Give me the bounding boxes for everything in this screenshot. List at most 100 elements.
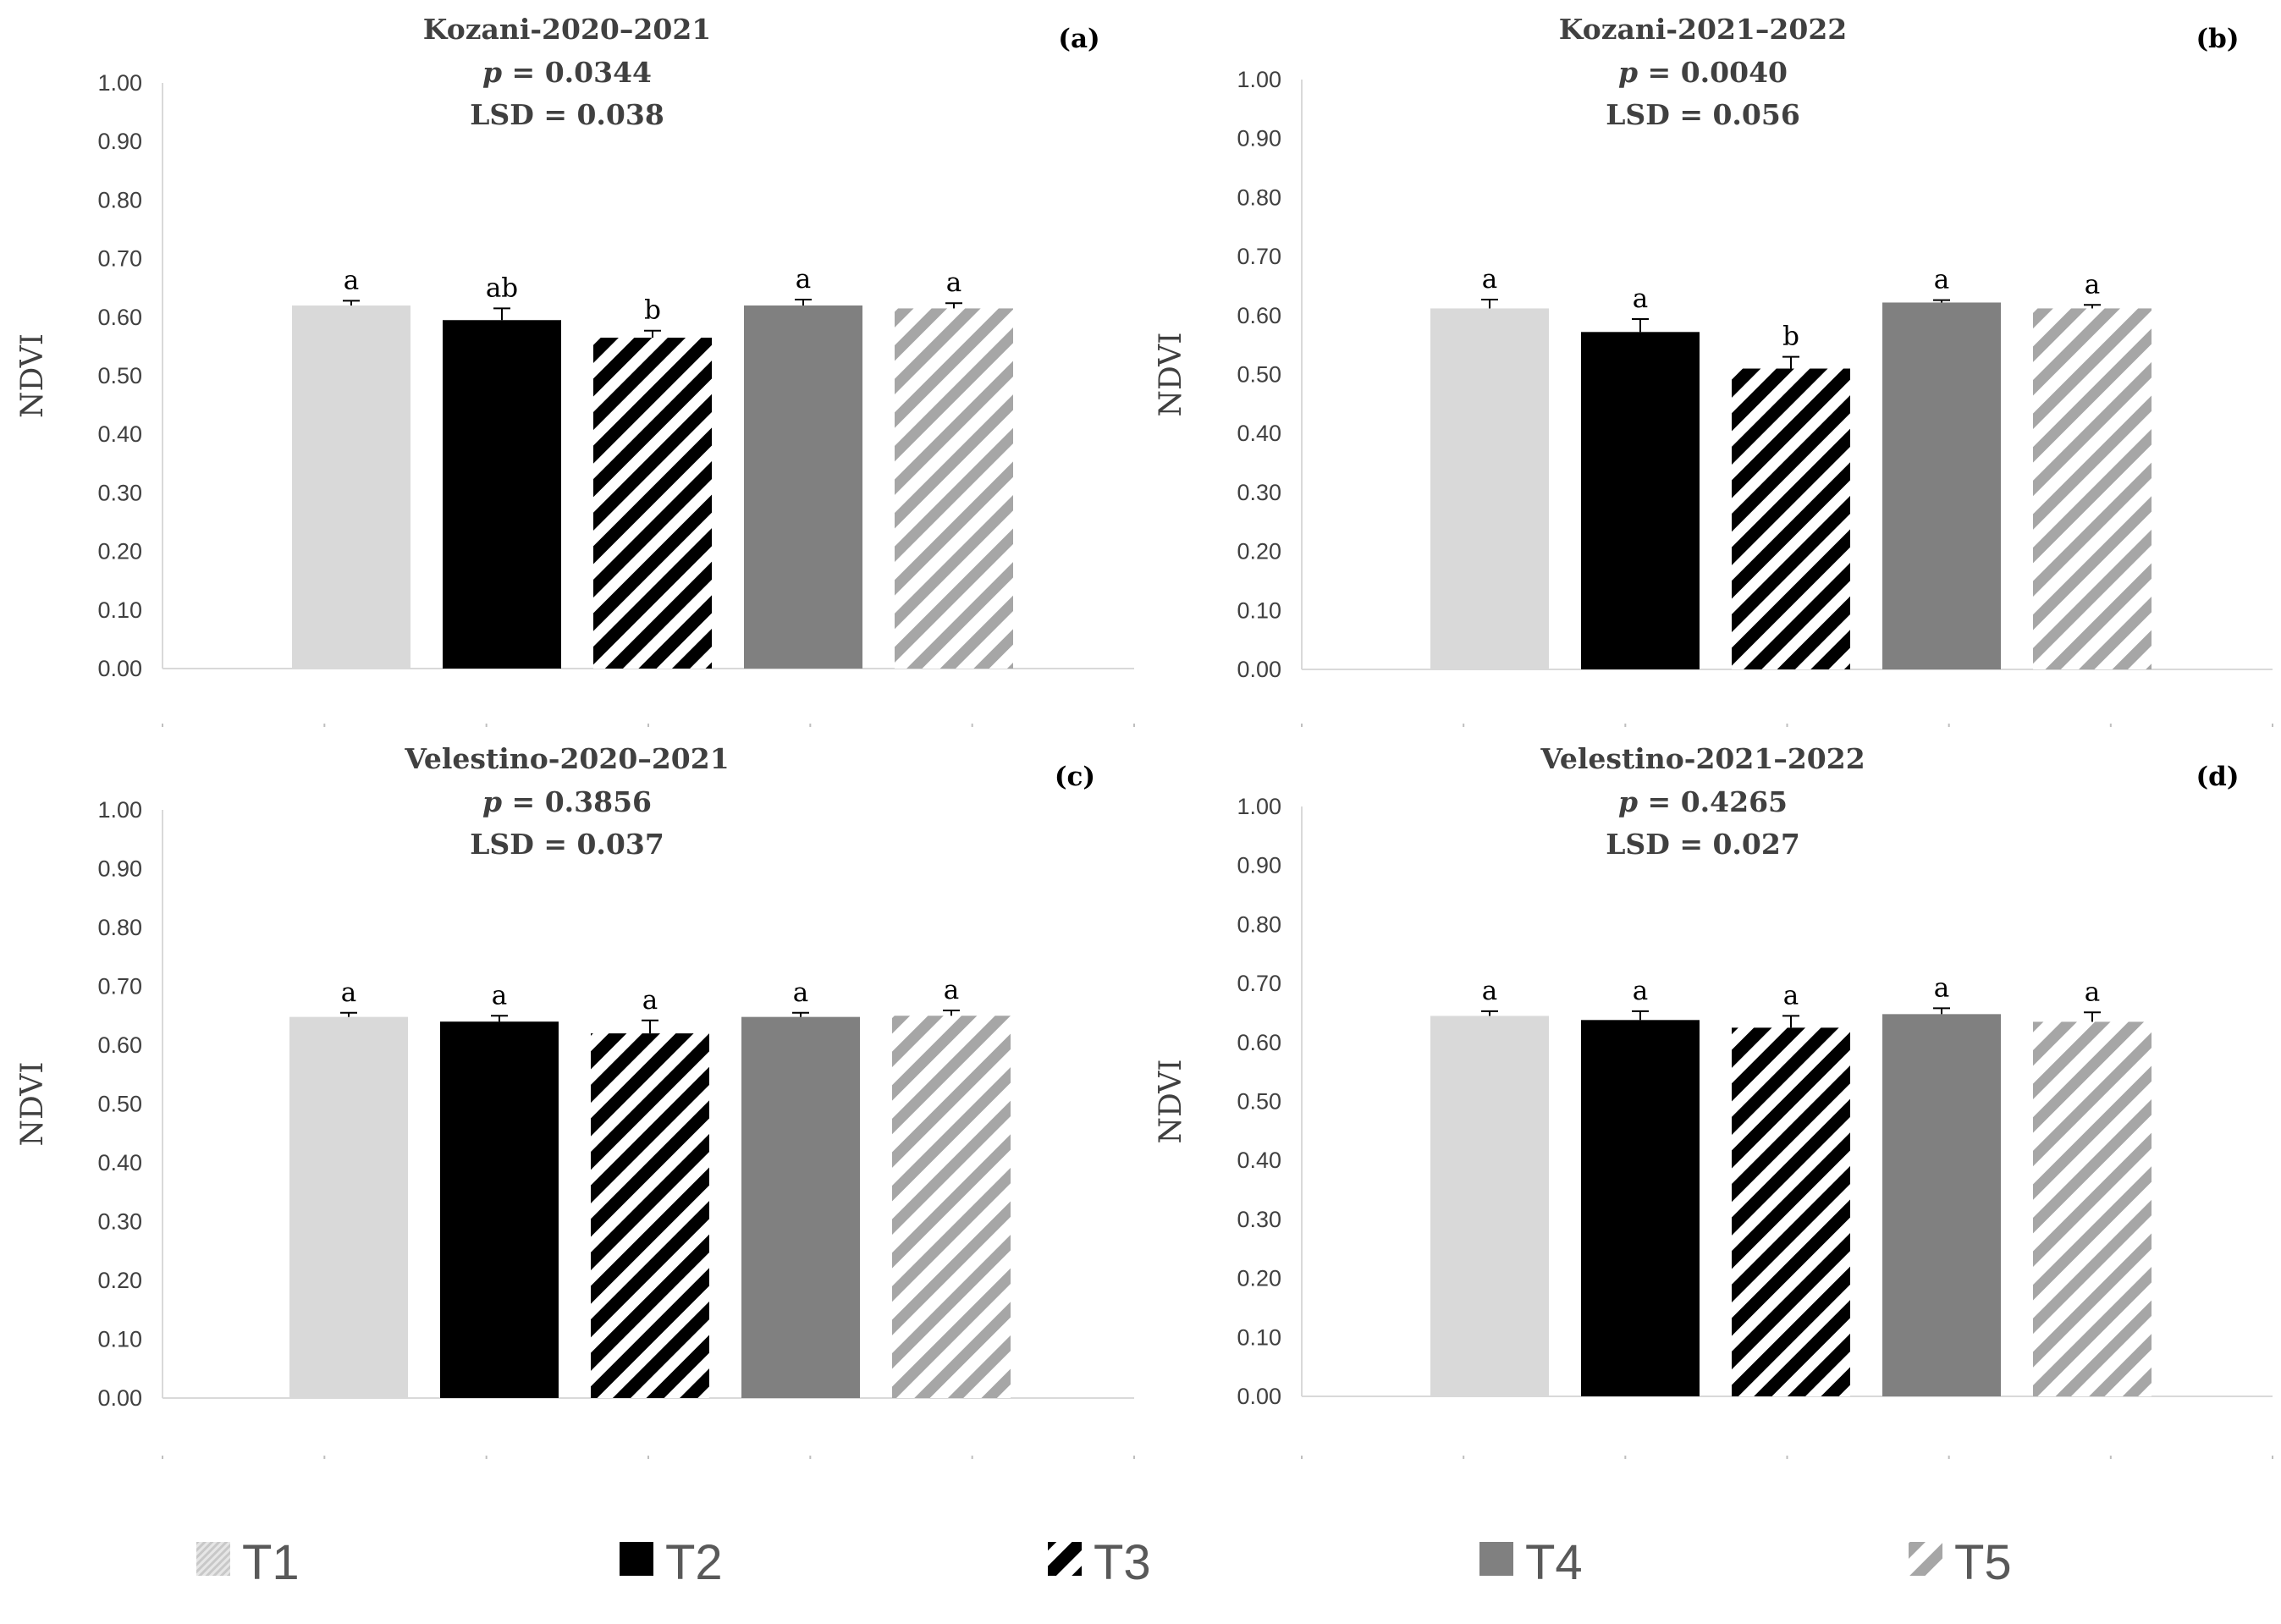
y-tick-label: 0.40 (1237, 421, 1281, 446)
legend-item-t1: T1 (196, 1535, 300, 1590)
y-tick-label: 0.60 (1237, 1030, 1281, 1055)
y-axis-label: NDVI (1154, 1060, 1188, 1144)
panel-tag: (b) (2196, 24, 2239, 54)
y-tick-label: 0.20 (1237, 539, 1281, 564)
bar-t5 (895, 308, 1013, 669)
y-tick-label: 0.50 (97, 363, 142, 388)
y-tick-label: 0.30 (1237, 480, 1281, 505)
y-tick-label: 0.20 (97, 1268, 142, 1293)
bar-t4 (741, 1016, 860, 1398)
legend-swatch (196, 1542, 230, 1576)
y-tick-label: 0.20 (97, 539, 142, 564)
significance-letter: ab (486, 273, 518, 303)
bar-t2 (440, 1021, 559, 1398)
legend-swatch (1909, 1542, 1942, 1576)
significance-letter: a (793, 977, 808, 1008)
legend-item-t3: T3 (1048, 1535, 1151, 1590)
y-tick-label: 0.40 (97, 1150, 142, 1175)
y-tick-label: 0.00 (1237, 1384, 1281, 1409)
y-tick-label: 0.30 (97, 480, 142, 505)
legend-swatch (1479, 1542, 1513, 1576)
legend-label: T2 (665, 1535, 723, 1590)
bar-t1 (1430, 308, 1549, 669)
y-tick-label: 0.80 (97, 187, 142, 212)
y-tick-label: 0.10 (97, 597, 142, 623)
y-tick-label: 1.00 (97, 70, 142, 96)
legend-label: T3 (1094, 1535, 1151, 1590)
lsd-label: LSD = 0.038 (470, 98, 664, 131)
y-tick-label: 0.30 (1237, 1207, 1281, 1232)
y-tick-label: 0.50 (1237, 1089, 1281, 1115)
y-tick-label: 1.00 (1237, 794, 1281, 819)
significance-letter: a (1482, 976, 1497, 1006)
p-value-label: p = 0.0040 (1618, 56, 1788, 89)
chart-title: Velestino-2020–2021 (404, 742, 729, 775)
chart-title: Kozani-2021–2022 (1559, 13, 1848, 46)
significance-letter: a (1482, 264, 1497, 295)
bar-t3 (1732, 1027, 1850, 1396)
legend-label: T5 (1954, 1535, 2012, 1590)
significance-letter: a (1934, 265, 1949, 295)
panel-tag: (a) (1058, 24, 1099, 54)
y-tick-label: 0.40 (1237, 1148, 1281, 1173)
y-tick-label: 0.00 (97, 656, 142, 681)
significance-letter: a (341, 977, 356, 1008)
y-axis-label: NDVI (15, 1062, 50, 1147)
y-tick-label: 0.60 (97, 1032, 142, 1058)
y-tick-label: 0.00 (1237, 657, 1281, 682)
y-tick-label: 0.70 (1237, 971, 1281, 996)
significance-letter: a (1633, 976, 1648, 1006)
p-value-label: p = 0.4265 (1618, 785, 1788, 818)
y-tick-label: 0.40 (97, 421, 142, 447)
significance-letter: a (1783, 980, 1799, 1010)
chart-title: Velestino-2021–2022 (1540, 742, 1865, 775)
legend: T1 T2 T3 T4 T5 (196, 1535, 2012, 1590)
bar-t5 (2033, 1021, 2152, 1396)
legend-item-t5: T5 (1909, 1535, 2012, 1590)
chart-panel-1: 0.00 0.10 0.20 0.30 0.40 0.50 0.60 0.70 0.80 0.90… (15, 13, 1135, 727)
y-tick-label: 0.10 (97, 1327, 142, 1352)
y-tick-label: 0.50 (1237, 362, 1281, 388)
bar-t3 (1732, 368, 1850, 669)
significance-letter: a (344, 265, 359, 295)
legend-label: T1 (242, 1535, 300, 1590)
significance-letter: a (2085, 977, 2100, 1007)
p-value: = 0.0040 (1638, 56, 1788, 89)
bar-t2 (1581, 1020, 1700, 1396)
lsd-label: LSD = 0.056 (1606, 98, 1800, 131)
p-value-label: p = 0.3856 (482, 785, 652, 818)
y-tick-label: 0.90 (1237, 126, 1281, 151)
bar-t3 (591, 1033, 709, 1398)
significance-letter: a (944, 975, 959, 1005)
y-tick-label: 0.00 (97, 1385, 142, 1411)
y-tick-label: 0.70 (97, 246, 142, 272)
y-tick-label: 1.00 (97, 797, 142, 823)
p-value: = 0.0344 (502, 56, 652, 89)
lsd-label: LSD = 0.037 (470, 828, 664, 861)
chart-panel-4: 0.00 0.10 0.20 0.30 0.40 0.50 0.60 0.70 0.80 0.90… (1154, 742, 2273, 1459)
bar-t5 (2033, 308, 2152, 669)
significance-letter: a (1633, 284, 1648, 314)
y-tick-label: 0.60 (97, 305, 142, 330)
chart-title: Kozani-2020–2021 (423, 13, 712, 46)
legend-item-t4: T4 (1479, 1535, 1583, 1590)
y-tick-label: 0.60 (1237, 303, 1281, 328)
y-tick-label: 0.10 (1237, 1324, 1281, 1350)
y-tick-label: 0.90 (97, 856, 142, 882)
panel-tag: (d) (2196, 762, 2239, 792)
y-axis-label: NDVI (1154, 333, 1188, 417)
y-tick-label: 0.10 (1237, 597, 1281, 623)
y-tick-label: 0.30 (97, 1209, 142, 1235)
significance-letter: a (1934, 972, 1949, 1003)
y-tick-label: 0.70 (97, 974, 142, 999)
significance-letter: a (642, 985, 658, 1016)
chart-panel-2: 0.00 0.10 0.20 0.30 0.40 0.50 0.60 0.70 0.80 0.90… (1154, 13, 2273, 727)
y-axis-label: NDVI (15, 333, 50, 418)
y-tick-label: 0.50 (97, 1092, 142, 1117)
lsd-label: LSD = 0.027 (1606, 828, 1800, 861)
y-tick-label: 0.90 (97, 129, 142, 154)
significance-letter: b (1782, 322, 1799, 352)
legend-swatch (1048, 1542, 1082, 1576)
p-symbol: p (482, 56, 502, 89)
